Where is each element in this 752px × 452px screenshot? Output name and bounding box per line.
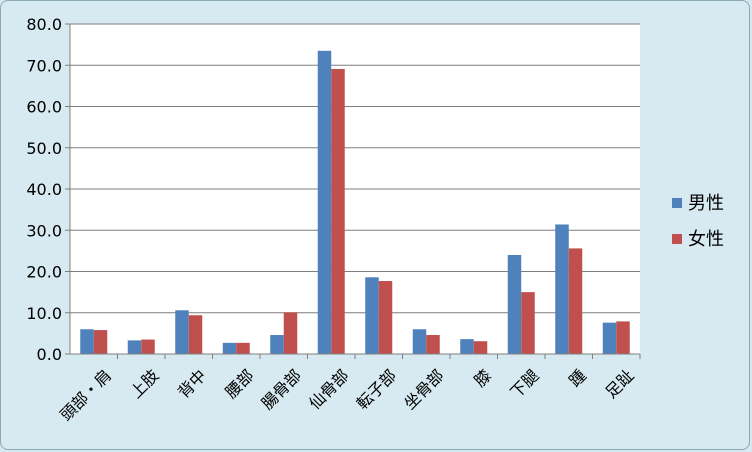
bar-male: [127, 340, 142, 354]
bar-male: [175, 310, 189, 354]
y-tick-label: 10.0: [26, 304, 62, 323]
bar-female: [568, 248, 583, 354]
bar-male: [317, 50, 332, 354]
y-tick-label: 40.0: [26, 180, 62, 199]
bars: [80, 50, 630, 355]
bar-female: [331, 68, 345, 355]
legend-label: 女性: [688, 229, 724, 250]
bar-female: [188, 315, 203, 354]
legend-swatch: [672, 198, 682, 208]
x-tick-label: 上肢: [126, 366, 162, 402]
bar-female: [521, 292, 535, 354]
bar-male: [365, 277, 379, 354]
bar-female: [378, 280, 393, 354]
y-tick-label: 60.0: [26, 98, 62, 117]
y-tick-label: 0.0: [37, 345, 62, 364]
x-tick-label: 坐骨部: [400, 366, 447, 413]
x-tick-label: 頭部・肩: [56, 366, 115, 425]
bar-male: [460, 339, 474, 354]
bar-male: [602, 322, 617, 354]
bar-female: [141, 339, 155, 354]
bar-female: [236, 342, 250, 354]
x-tick-label: 背中: [174, 366, 210, 402]
y-tick-label: 20.0: [26, 263, 62, 282]
y-tick-label: 50.0: [26, 139, 62, 158]
x-tick-label: 腰部: [221, 366, 257, 402]
x-tick-label: 膝: [470, 366, 495, 391]
bar-female: [473, 341, 488, 354]
legend-label: 男性: [688, 193, 724, 214]
grid-lines: [70, 23, 640, 314]
bar-male: [270, 335, 284, 354]
bar-male: [80, 329, 94, 354]
bar-female: [93, 330, 108, 354]
y-tick-label: 80.0: [26, 15, 62, 34]
y-tick-label: 30.0: [26, 221, 62, 240]
bar-female: [283, 312, 298, 354]
bar-male: [507, 255, 522, 354]
y-tick-label: 70.0: [26, 56, 62, 75]
x-axis-ticks: 頭部・肩 上肢 背中 腰部 腸骨部 仙骨部 転子部 坐骨部膝下腿踵足趾: [56, 354, 641, 425]
x-tick-label: 腸骨部: [258, 366, 305, 413]
x-tick-label: 踵: [565, 366, 590, 391]
x-tick-label: 仙骨部: [305, 366, 352, 413]
bar-female: [426, 335, 440, 354]
x-tick-label: 転子部: [353, 366, 400, 413]
bar-female: [616, 321, 630, 354]
bar-male: [555, 224, 569, 354]
legend-swatch: [672, 234, 682, 244]
x-tick-label: 下腿: [506, 366, 542, 402]
x-tick-label: 足趾: [601, 366, 637, 402]
bar-male: [222, 342, 237, 354]
bar-male: [412, 329, 427, 354]
y-axis-ticks: 0.0 10.0 20.0 30.0 40.0 50.0 60.0 70.0 80.0: [26, 15, 70, 364]
